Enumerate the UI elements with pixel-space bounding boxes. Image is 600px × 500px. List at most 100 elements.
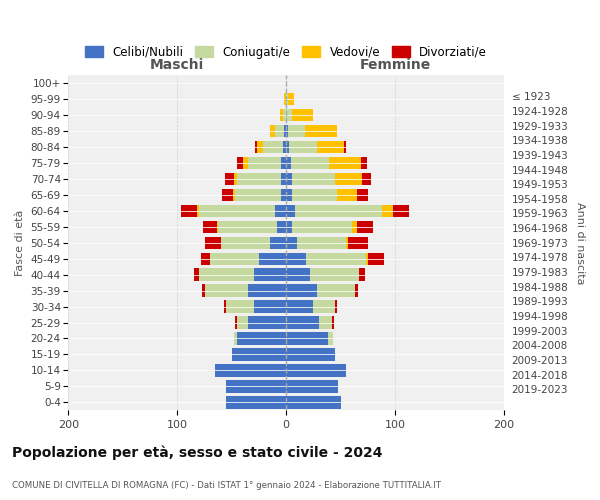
Bar [362, 173, 371, 185]
Bar [205, 236, 221, 249]
Bar [270, 236, 286, 249]
Bar [289, 141, 317, 154]
Bar [348, 236, 368, 249]
Bar [361, 157, 367, 170]
Bar [346, 236, 348, 249]
Bar [281, 157, 286, 170]
Bar [286, 284, 317, 297]
Bar [237, 332, 286, 344]
Text: Maschi: Maschi [150, 58, 205, 72]
Bar [284, 93, 286, 106]
Bar [352, 220, 357, 233]
Bar [217, 220, 218, 233]
Bar [286, 141, 289, 154]
Bar [181, 204, 197, 217]
Bar [205, 284, 248, 297]
Bar [242, 157, 248, 170]
Bar [270, 125, 275, 138]
Bar [292, 109, 313, 122]
Bar [222, 188, 233, 201]
Bar [194, 268, 199, 281]
Bar [286, 268, 310, 281]
Bar [283, 141, 286, 154]
Bar [357, 220, 373, 233]
Bar [224, 300, 226, 313]
Bar [277, 220, 286, 233]
Bar [248, 316, 286, 329]
Bar [359, 268, 365, 281]
Bar [286, 236, 297, 249]
Bar [329, 157, 361, 170]
Bar [201, 252, 210, 265]
Bar [317, 284, 355, 297]
Bar [289, 93, 294, 106]
Bar [292, 220, 352, 233]
Bar [286, 252, 306, 265]
Bar [237, 157, 242, 170]
Bar [286, 109, 292, 122]
Bar [248, 284, 286, 297]
Bar [234, 332, 237, 344]
Text: Popolazione per età, sesso e stato civile - 2024: Popolazione per età, sesso e stato civil… [12, 446, 383, 460]
Bar [215, 364, 286, 376]
Bar [357, 188, 368, 201]
Bar [286, 125, 289, 138]
Bar [368, 252, 384, 265]
Bar [286, 93, 289, 106]
Bar [328, 332, 333, 344]
Bar [335, 300, 337, 313]
Bar [283, 109, 286, 122]
Bar [281, 188, 286, 201]
Bar [355, 284, 358, 297]
Bar [286, 380, 338, 392]
Bar [235, 316, 237, 329]
Bar [393, 204, 409, 217]
Bar [248, 157, 281, 170]
Bar [234, 173, 237, 185]
Bar [259, 252, 286, 265]
Bar [257, 141, 263, 154]
Bar [275, 204, 286, 217]
Bar [233, 188, 235, 201]
Bar [237, 173, 281, 185]
Bar [305, 125, 337, 138]
Bar [226, 380, 286, 392]
Bar [235, 188, 281, 201]
Bar [286, 188, 292, 201]
Bar [286, 396, 341, 408]
Bar [221, 236, 270, 249]
Bar [263, 141, 283, 154]
Bar [199, 268, 254, 281]
Text: COMUNE DI CIVITELLA DI ROMAGNA (FC) - Dati ISTAT 1° gennaio 2024 - Elaborazione : COMUNE DI CIVITELLA DI ROMAGNA (FC) - Da… [12, 480, 441, 490]
Bar [286, 204, 295, 217]
Bar [310, 268, 359, 281]
Bar [254, 300, 286, 313]
Y-axis label: Fasce di età: Fasce di età [15, 210, 25, 276]
Bar [332, 316, 334, 329]
Bar [284, 125, 286, 138]
Bar [199, 204, 275, 217]
Bar [365, 252, 368, 265]
Y-axis label: Anni di nascita: Anni di nascita [575, 202, 585, 284]
Bar [254, 141, 257, 154]
Bar [286, 316, 319, 329]
Bar [203, 220, 217, 233]
Bar [337, 188, 357, 201]
Bar [295, 204, 382, 217]
Bar [225, 173, 234, 185]
Bar [237, 316, 248, 329]
Bar [202, 284, 205, 297]
Bar [232, 348, 286, 360]
Bar [254, 268, 286, 281]
Bar [319, 316, 332, 329]
Bar [197, 204, 199, 217]
Bar [382, 204, 393, 217]
Bar [226, 396, 286, 408]
Bar [289, 125, 305, 138]
Bar [286, 173, 292, 185]
Bar [226, 300, 254, 313]
Bar [292, 173, 335, 185]
Bar [210, 252, 259, 265]
Bar [286, 157, 290, 170]
Bar [286, 332, 328, 344]
